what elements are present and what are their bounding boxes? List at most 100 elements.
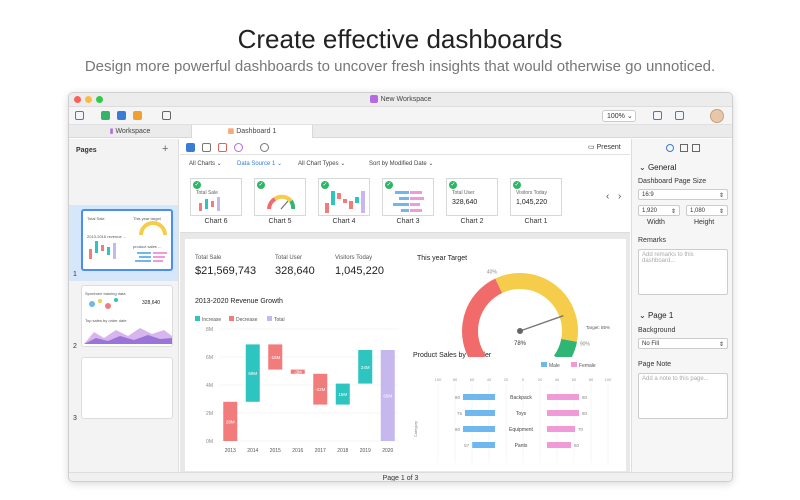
present-icon: ▭ xyxy=(588,144,597,151)
height-field[interactable]: 1,080 ⇕ xyxy=(686,205,728,216)
toggle-right-panel-icon[interactable] xyxy=(675,111,684,120)
male-bar xyxy=(472,442,495,448)
tab-workspace[interactable]: ▮ Workspace xyxy=(109,128,151,135)
filter-chart-types[interactable]: All Chart Types ⌄ xyxy=(298,161,346,167)
dashboard-area: ▭ Present All Charts ⌄ Data Source 1 ⌄ A… xyxy=(180,139,630,472)
axis-tick-label: 100 xyxy=(605,377,612,382)
bar-value-label: 28M xyxy=(226,419,235,424)
legend-label-total: Total xyxy=(274,317,285,323)
page-thumb-1[interactable]: Total Sale This year target 2013-2016 re… xyxy=(81,209,173,271)
thumb1-target-label: This year target xyxy=(133,216,162,221)
save-icon[interactable] xyxy=(75,111,84,120)
image-icon[interactable] xyxy=(218,143,227,152)
legend-label-increase: Increase xyxy=(202,317,221,323)
properties-panel: ⌄ General Dashboard Page Size 16:9 ⇕ 1,92… xyxy=(631,139,732,472)
chart-icon[interactable] xyxy=(133,111,142,120)
female-bar xyxy=(547,426,575,432)
y-tick-label: 6M xyxy=(206,355,213,361)
page-note-textarea[interactable]: Add a note to this page... xyxy=(638,373,728,419)
close-window-button[interactable] xyxy=(74,96,81,103)
gauge-needle xyxy=(519,315,564,332)
chart-card-1-name: Chart 1 xyxy=(524,218,548,225)
chart-card-1[interactable]: ✓ Visitors Today 1,045,220 xyxy=(510,178,562,216)
page-header[interactable]: ⌄ Page 1 xyxy=(639,311,674,320)
next-arrow-icon[interactable]: › xyxy=(618,191,622,202)
thumb1-revenue-label: 2013-2016 revenue ... xyxy=(87,234,126,239)
page-thumb-3[interactable] xyxy=(81,357,173,419)
table-icon[interactable] xyxy=(117,111,126,120)
thumb2-sub: Top sales by order date xyxy=(85,318,127,323)
chart-card-5[interactable]: ✓ xyxy=(254,178,306,216)
chart-card-5-name: Chart 5 xyxy=(268,218,292,225)
page-size-label: Dashboard Page Size xyxy=(638,178,707,185)
female-bar xyxy=(547,410,579,416)
x-tick-label: 2019 xyxy=(360,448,371,454)
bar-value-label: 69M xyxy=(248,371,257,376)
remarks-textarea[interactable]: Add remarks to this dashboard... xyxy=(638,249,728,295)
female-value-label: 70 xyxy=(578,427,584,432)
legend-label-male: Male xyxy=(549,363,560,369)
shape-icon[interactable] xyxy=(234,143,243,152)
page-size-select[interactable]: 16:9 ⇕ xyxy=(638,189,728,200)
filter-all-charts[interactable]: All Charts ⌄ xyxy=(189,161,222,167)
settings-tab-icon[interactable] xyxy=(666,144,674,152)
tabs-bar: ▮ Workspace ▦ Dashboard 1 xyxy=(69,125,732,138)
zoom-select[interactable]: 100% ⌄ xyxy=(602,110,636,122)
prev-arrow-icon[interactable]: ‹ xyxy=(606,191,610,202)
waterfall-bar xyxy=(313,373,328,405)
kpi-visitors-label: Visitors Today xyxy=(335,255,373,261)
x-tick-label: 2017 xyxy=(315,448,326,454)
x-tick-label: 2020 xyxy=(382,448,393,454)
maximize-window-button[interactable] xyxy=(96,96,103,103)
page-thumb-2[interactable]: Sportmen training data 328,640 Top sales… xyxy=(81,285,173,347)
subheadline: Design more powerful dashboards to uncov… xyxy=(84,58,716,75)
category-label: Toys xyxy=(516,411,527,417)
filter-sort[interactable]: Sort by Modified Date ⌄ xyxy=(369,161,434,167)
male-bar xyxy=(465,410,495,416)
general-header[interactable]: ⌄ General xyxy=(639,163,677,172)
pages-sidebar: Pages + Total Sale This year target 2013… xyxy=(69,139,179,472)
tab-dashboard-1[interactable]: ▦ Dashboard 1 xyxy=(191,125,313,138)
y-tick-label: 0M xyxy=(206,439,213,445)
axis-tick-label: 80 xyxy=(453,377,458,382)
app-icon xyxy=(369,95,378,103)
thumb1-kpi-label: Total Sale xyxy=(87,216,105,221)
gauge-target-label: Target: 85% xyxy=(586,325,610,330)
pages-icon[interactable] xyxy=(162,111,171,120)
check-icon: ✓ xyxy=(449,181,457,189)
category-label: Backpack xyxy=(510,395,532,401)
text-icon[interactable] xyxy=(202,143,211,152)
axis-tick-label: 20 xyxy=(538,377,543,382)
align-tab-icon[interactable] xyxy=(692,144,700,152)
gauge-band-2 xyxy=(553,338,577,357)
chart-card-3[interactable]: ✓ xyxy=(382,178,434,216)
dashboard-canvas: Total Sale $21,569,743 Total User 328,64… xyxy=(185,239,626,471)
data-source-icon[interactable] xyxy=(101,111,110,120)
chart-card-3-name: Chart 3 xyxy=(396,218,420,225)
layout-tab-icon[interactable] xyxy=(680,144,688,152)
add-page-button[interactable]: + xyxy=(162,143,169,155)
present-button[interactable]: ▭ Present xyxy=(588,144,621,151)
filter-data-source[interactable]: Data Source 1 ⌄ xyxy=(237,161,283,167)
avatar[interactable] xyxy=(710,109,724,123)
toggle-left-panel-icon[interactable] xyxy=(653,111,662,120)
bar-value-label: -22M xyxy=(315,387,326,392)
waterfall-bar xyxy=(268,344,283,370)
gauge-tick-label: 90% xyxy=(580,341,591,347)
female-bar xyxy=(547,442,571,448)
chart-view-icon[interactable] xyxy=(186,143,195,152)
waterfall-bar xyxy=(358,350,373,384)
background-select[interactable]: No Fill ⇕ xyxy=(638,338,728,349)
minimize-window-button[interactable] xyxy=(85,96,92,103)
width-field[interactable]: 1,920 ⇕ xyxy=(638,205,680,216)
pages-title: Pages xyxy=(76,147,97,154)
refresh-icon[interactable] xyxy=(260,143,269,152)
chart-card-4[interactable]: ✓ xyxy=(318,178,370,216)
dashboard-icon: ▦ xyxy=(227,128,237,135)
x-tick-label: 2013 xyxy=(225,448,236,454)
male-value-label: 57 xyxy=(464,443,470,448)
chart-card-2[interactable]: ✓ Total User 328,640 xyxy=(446,178,498,216)
x-tick-label: 2016 xyxy=(292,448,303,454)
chart-card-6[interactable]: ✓ Total Sale xyxy=(190,178,242,216)
page-number-2: 2 xyxy=(73,343,77,350)
